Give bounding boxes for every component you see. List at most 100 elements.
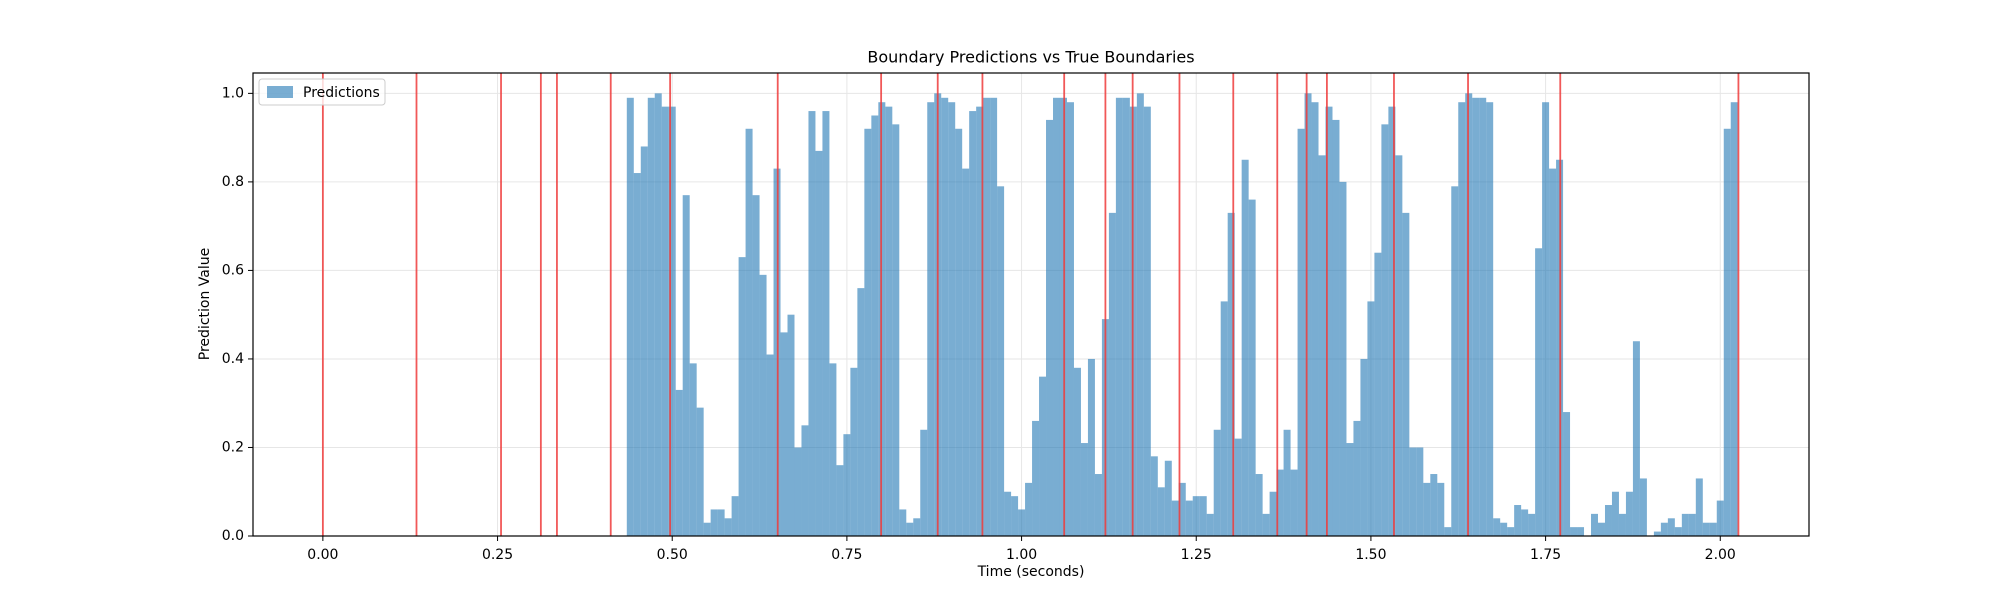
x-tick-label: 1.75	[1530, 547, 1561, 563]
bar	[661, 106, 669, 536]
bar	[1325, 106, 1333, 536]
bar	[1248, 199, 1256, 536]
bar	[906, 522, 914, 536]
bar	[738, 257, 746, 536]
bar	[696, 407, 704, 536]
bar	[1542, 102, 1550, 537]
bar	[626, 97, 634, 536]
bar	[1311, 102, 1319, 537]
bar	[1304, 93, 1312, 536]
bar	[710, 509, 718, 536]
bar	[1206, 513, 1214, 536]
grid	[253, 73, 1809, 537]
plot-frame	[252, 72, 1810, 537]
chart-title: Boundary Predictions vs True Boundaries	[867, 48, 1194, 67]
bar	[1066, 102, 1074, 537]
bar	[885, 106, 893, 536]
bar	[1164, 460, 1172, 536]
bar	[1395, 155, 1403, 536]
bar	[815, 150, 823, 536]
bar	[689, 363, 697, 536]
bar	[1122, 97, 1130, 536]
bar	[1374, 252, 1382, 536]
bar	[1570, 527, 1578, 536]
bar	[1087, 358, 1095, 536]
bar	[1597, 522, 1605, 536]
bar	[1667, 518, 1675, 536]
bar	[1073, 367, 1081, 536]
bar	[997, 186, 1005, 536]
bar	[1674, 527, 1682, 536]
bar	[1346, 443, 1354, 536]
bar	[1318, 155, 1326, 536]
bar	[1639, 478, 1647, 536]
bar	[1660, 522, 1668, 536]
bar	[1493, 518, 1501, 536]
bar	[1451, 186, 1459, 536]
bar	[857, 288, 865, 536]
x-tick-label: 0.25	[482, 547, 513, 563]
bar	[668, 106, 676, 536]
bar	[864, 128, 872, 536]
legend-swatch	[267, 86, 293, 98]
bar	[1604, 505, 1612, 536]
bar	[871, 115, 879, 536]
bar	[1709, 522, 1717, 536]
bar	[682, 195, 690, 536]
bar	[640, 146, 648, 536]
bar	[1039, 376, 1047, 536]
bar	[1004, 491, 1012, 536]
bar	[927, 102, 935, 537]
bar	[794, 447, 802, 536]
bar	[1136, 93, 1144, 536]
bar	[801, 425, 809, 536]
bar	[1178, 482, 1186, 536]
bar	[1402, 212, 1410, 536]
bar	[1695, 478, 1703, 536]
y-tick-label: 0.0	[222, 528, 244, 544]
bar	[1094, 474, 1102, 536]
bar	[731, 496, 739, 536]
bar	[1241, 159, 1249, 536]
bar	[1108, 212, 1116, 536]
bar	[703, 522, 711, 536]
bar	[1283, 429, 1291, 536]
bar	[1437, 482, 1445, 536]
legend-label: Predictions	[303, 85, 380, 101]
bar	[1185, 500, 1193, 536]
y-tick-label: 0.4	[222, 351, 244, 367]
bar	[1255, 474, 1263, 536]
bar	[1458, 102, 1466, 537]
bar	[1625, 491, 1633, 536]
x-tick-label: 2.00	[1705, 547, 1736, 563]
bar	[1143, 106, 1151, 536]
bar	[759, 274, 767, 536]
bar	[724, 518, 732, 536]
y-tick-label: 0.8	[222, 174, 244, 190]
bar	[948, 102, 956, 537]
bar	[1549, 168, 1557, 537]
bar	[1115, 97, 1123, 536]
bar	[1046, 119, 1054, 537]
bar	[962, 168, 970, 537]
bar	[1611, 491, 1619, 536]
bar	[745, 128, 753, 536]
bar	[955, 128, 963, 536]
bar	[1011, 496, 1019, 536]
x-tick-label: 1.25	[1181, 547, 1212, 563]
bar	[1528, 513, 1536, 536]
bar	[1032, 420, 1040, 536]
bar	[1213, 429, 1221, 536]
x-tick-label: 0.00	[307, 547, 338, 563]
bar	[1367, 301, 1375, 536]
bar	[1157, 487, 1165, 536]
bar	[892, 124, 900, 537]
bar	[1262, 513, 1270, 536]
bar	[1339, 181, 1347, 536]
bar	[1702, 522, 1710, 536]
y-tick-label: 0.2	[222, 439, 244, 455]
bar	[1472, 97, 1480, 536]
bar	[1360, 358, 1368, 536]
bar	[675, 389, 683, 536]
